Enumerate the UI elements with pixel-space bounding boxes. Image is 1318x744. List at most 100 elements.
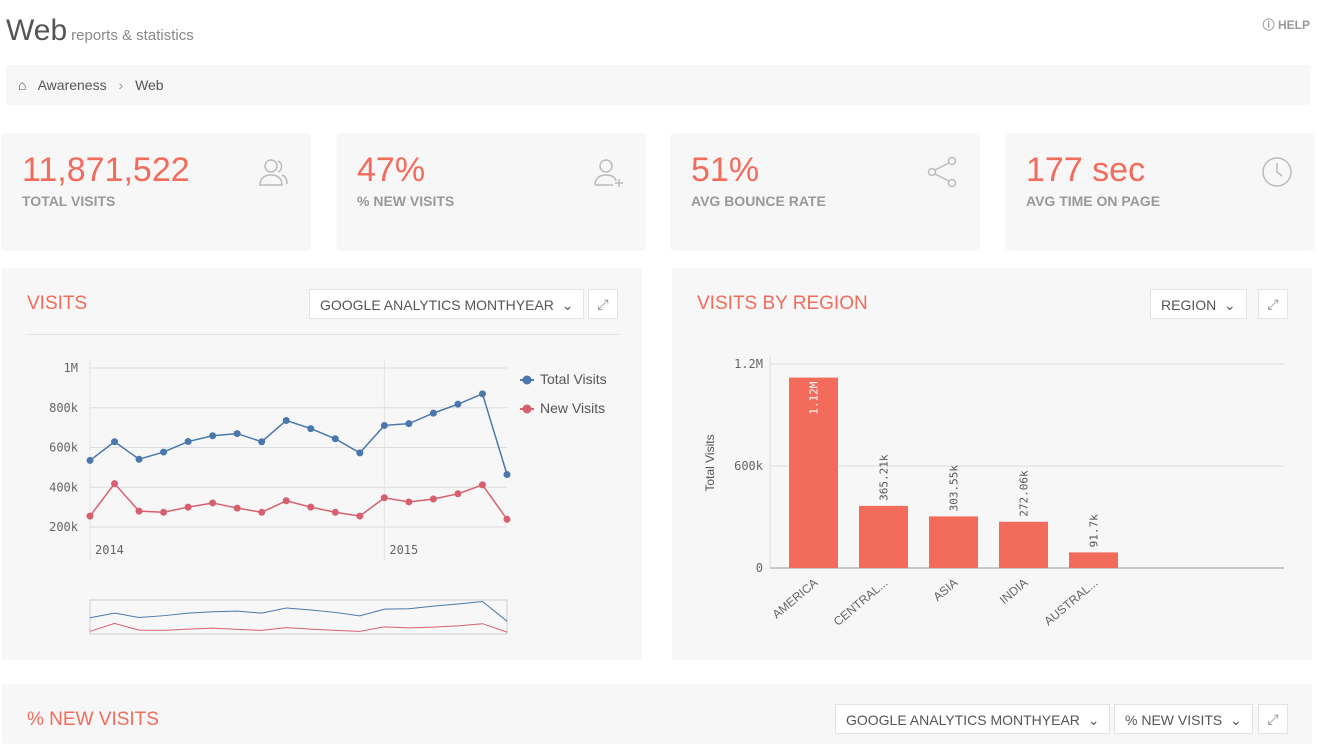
y-tick-label: 200k [49,520,79,534]
y-tick-label: 1.2M [734,357,763,371]
expand-button[interactable]: ⤢ [1258,704,1288,734]
share-icon [927,156,957,188]
series-line-1 [89,482,508,520]
panel-title: VISITS [27,293,88,314]
bar-asia [929,516,978,568]
region-dropdown[interactable]: REGION ⌄ [1150,289,1247,319]
data-point [184,503,192,511]
data-point [111,480,119,488]
data-point [233,504,241,512]
y-tick-label: 0 [756,561,763,575]
legend-label: Total Visits [540,371,607,387]
x-tick-label: 2015 [389,543,418,557]
data-point [503,471,511,479]
panel-title: % NEW VISITS [27,709,159,730]
chevron-down-icon: ⌄ [1224,297,1236,313]
data-point [258,508,266,516]
breadcrumb-web: Web [135,77,164,93]
kpi-total-visits: 11,871,522 TOTAL VISITS [2,133,310,249]
data-label: 1.12M [808,381,821,414]
data-label: 303.55k [948,465,961,512]
page-subtitle: reports & statistics [71,27,194,44]
data-point [454,490,462,498]
data-point [331,435,339,443]
kpi-value: 11,871,522 [22,151,190,189]
data-label: 365.21k [878,454,891,501]
dimension-dropdown[interactable]: GOOGLE ANALYTICS MONTHYEAR ⌄ [835,704,1111,734]
data-point [503,515,511,523]
chevron-down-icon: ⌄ [561,297,574,313]
visits-line-chart[interactable]: 1M 800k 600k 400k 200k 2014 2015 Total Visits Ne… [2,268,642,660]
x-tick-label: AMERICA [770,576,821,622]
data-point [258,438,266,446]
series-line-0 [89,392,508,475]
kpi-label: AVG TIME ON PAGE [1026,193,1161,209]
y-tick-label: 600k [49,441,79,455]
kpi-value: 47% [357,151,426,189]
kpi-value: 51% [691,151,760,189]
data-point [356,449,364,457]
panel-title: VISITS BY REGION [697,293,868,314]
x-tick-label: CENTRAL... [831,576,891,629]
data-point [160,448,168,456]
range-selector [89,599,508,635]
region-bar-chart[interactable]: 1.2M 600k 0 Total Visits 1.12M AMERICA 365.21k… [672,268,1312,660]
bar-india [999,521,1048,568]
data-label: 91.7k [1088,514,1101,547]
data-point [184,438,192,446]
region-panel: VISITS BY REGION REGION ⌄ ⤢ 1.2M 600k 0 Tot… [672,268,1312,660]
bar-austral [1069,552,1118,568]
data-point [454,400,462,408]
page-title: Web reports & statistics [6,14,194,47]
data-point [135,455,143,463]
expand-button[interactable]: ⤢ [1258,289,1288,319]
data-point [307,503,315,511]
data-point [331,508,339,516]
data-point [209,432,217,440]
data-point [380,494,388,502]
new-visits-panel: % NEW VISITS GOOGLE ANALYTICS MONTHYEAR … [2,684,1312,744]
data-point [405,498,413,506]
data-label: 272.06k [1018,470,1031,517]
visits-panel: VISITS GOOGLE ANALYTICS MONTHYEAR ⌄ ⤢ 1M… [2,268,642,660]
breadcrumb-awareness[interactable]: Awareness [37,77,107,93]
data-point [209,499,217,507]
x-tick-label: AUSTRAL... [1041,576,1100,629]
data-point [135,507,143,515]
y-tick-label: 600k [734,459,764,473]
chevron-down-icon: ⌄ [1230,712,1242,728]
mini-series-line [89,600,508,622]
data-point [307,425,315,433]
data-point [405,420,413,428]
users-icon [259,159,288,186]
expand-button[interactable]: ⤢ [588,289,618,319]
kpi-label: AVG BOUNCE RATE [691,193,826,209]
data-point [233,430,241,438]
data-point [380,421,388,429]
home-icon: ⌂ [18,77,27,93]
kpi-value: 177 sec [1026,151,1146,189]
bar-central [859,505,908,568]
y-tick-label: 1M [64,361,78,375]
x-tick-label: INDIA [997,576,1031,607]
data-point [478,481,486,489]
x-tick-label: ASIA [930,576,960,604]
y-tick-label: 400k [49,480,79,494]
kpi-label: TOTAL VISITS [22,193,116,209]
x-tick-label: 2014 [95,543,124,557]
data-point [86,456,94,464]
y-tick-label: 800k [49,401,79,415]
measure-dropdown[interactable]: % NEW VISITS ⌄ [1114,704,1253,734]
data-point [86,512,94,520]
data-point [356,512,364,520]
clock-icon [1262,157,1292,187]
help-link[interactable]: ⓘ HELP [1262,18,1310,32]
kpi-label: % NEW VISITS [357,193,455,209]
dimension-dropdown[interactable]: GOOGLE ANALYTICS MONTHYEAR ⌄ [309,289,585,319]
data-point [111,438,119,446]
breadcrumb: ⌂ Awareness › Web [6,65,1310,105]
data-point [429,409,437,417]
bar-america [789,377,838,568]
kpi-bounce-rate: 51% AVG BOUNCE RATE [671,133,979,249]
chevron-right-icon: › [118,77,124,93]
